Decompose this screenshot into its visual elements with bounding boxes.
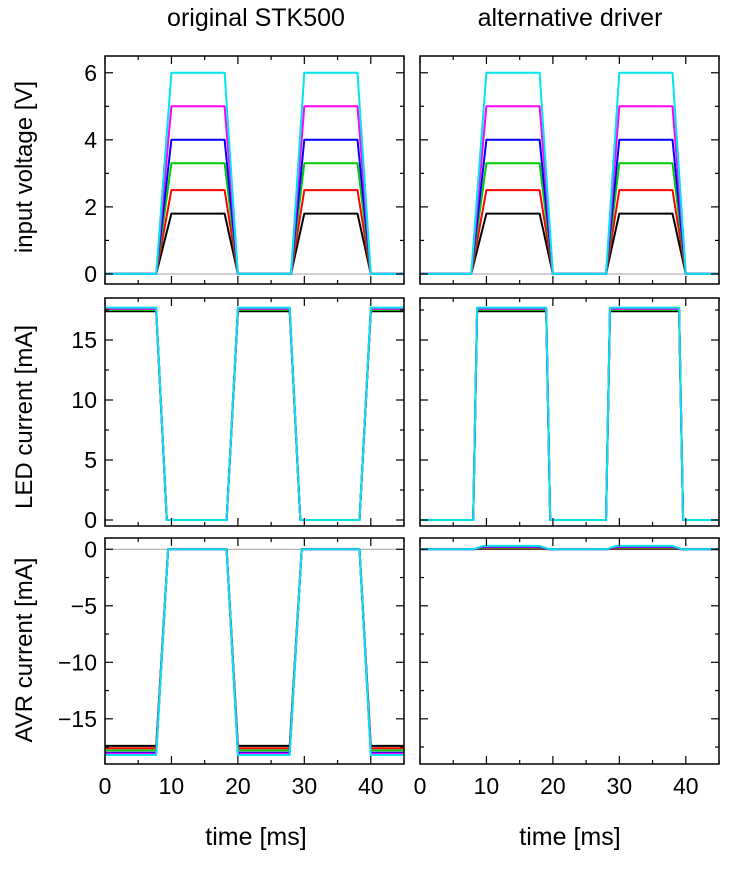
original-input-voltage-series-6: [105, 71, 404, 275]
original-avr-current-xtick-label: 0: [99, 773, 112, 799]
original-led-current-frame: [104, 297, 405, 527]
original-input-voltage-ytick-label: 2: [84, 194, 97, 220]
alternative-led-current-series-5: [420, 307, 719, 521]
original-input-voltage-series-2: [105, 189, 404, 275]
alternative-led-current-frame: [419, 297, 720, 527]
panel-original-led-current: 0 5 10 15: [71, 297, 405, 533]
original-led-current-series-2: [105, 309, 404, 521]
original-avr-current-xtick-label: 40: [358, 773, 384, 799]
alternative-input-voltage-series-2: [420, 189, 719, 275]
original-avr-current-series-4: [105, 548, 404, 754]
alternative-avr-current-series-6: [420, 544, 719, 551]
alternative-avr-current-xtick-label: 10: [474, 773, 500, 799]
alternative-led-current-series-6: [420, 306, 719, 521]
original-input-voltage-frame: [104, 55, 405, 285]
original-input-voltage-series-1: [105, 212, 404, 275]
original-avr-current-ytick-label: −5: [71, 593, 97, 619]
original-avr-current-xtick-label: 10: [159, 773, 185, 799]
original-input-voltage-series-5: [105, 105, 404, 275]
original-avr-current-ytick-label: −10: [58, 649, 97, 675]
panel-alternative-led-current: [419, 297, 720, 527]
ylabel-led-current: LED current [mA]: [11, 325, 38, 509]
original-led-current-series-3: [105, 309, 404, 521]
original-avr-current-ytick-label: 0: [84, 536, 97, 562]
alternative-avr-current-frame: [419, 537, 720, 765]
alternative-input-voltage-series-6: [420, 71, 719, 275]
original-avr-current-series-5: [105, 548, 404, 755]
alternative-led-current-series-3: [420, 309, 719, 521]
column-title-original: original STK500: [167, 4, 345, 32]
original-input-voltage-ytick-label: 6: [84, 60, 97, 86]
original-led-current-ytick-label: 5: [84, 447, 97, 473]
original-avr-current-series-3: [105, 548, 404, 752]
panel-original-avr-current: 0 10 20 30 40 0 −5 −10 −15: [58, 536, 405, 799]
alternative-avr-current-xtick-label: 0: [414, 773, 427, 799]
ylabel-avr-current: AVR current [mA]: [11, 558, 38, 743]
original-avr-current-series-6: [105, 548, 404, 756]
original-led-current-series-6: [105, 306, 404, 521]
alternative-input-voltage-series-1: [420, 212, 719, 275]
original-led-current-series-1: [105, 310, 404, 521]
panel-original-input-voltage: 0 2 4 6: [84, 55, 405, 287]
original-avr-current-series-2: [105, 548, 404, 750]
alternative-avr-current-xtick-label: 30: [607, 773, 633, 799]
panel-alternative-avr-current: 0 10 20 30 40: [414, 537, 720, 799]
panel-alternative-input-voltage: [419, 55, 720, 285]
original-led-current-series-5: [105, 307, 404, 521]
alternative-input-voltage-series-5: [420, 105, 719, 275]
xlabel-time-left: time [ms]: [205, 823, 306, 851]
original-led-current-series-4: [105, 307, 404, 521]
original-led-current-ytick-label: 0: [84, 507, 97, 533]
alternative-led-current-series-2: [420, 309, 719, 521]
original-avr-current-xtick-label: 30: [292, 773, 318, 799]
alternative-avr-current-xtick-label: 20: [540, 773, 566, 799]
column-title-alternative: alternative driver: [478, 4, 663, 32]
xlabel-time-right: time [ms]: [519, 823, 620, 851]
alternative-led-current-series-4: [420, 307, 719, 521]
alternative-led-current-series-1: [420, 310, 719, 521]
original-avr-current-frame: [104, 537, 405, 765]
original-avr-current-xtick-label: 20: [225, 773, 251, 799]
original-led-current-ytick-label: 15: [71, 327, 97, 353]
original-input-voltage-ytick-label: 4: [84, 127, 97, 153]
alternative-avr-current-xtick-label: 40: [673, 773, 699, 799]
original-avr-current-series-1: [105, 548, 404, 747]
alternative-input-voltage-frame: [419, 55, 720, 285]
ylabel-input-voltage: input voltage [V]: [11, 81, 38, 253]
original-input-voltage-ytick-label: 0: [84, 261, 97, 287]
original-led-current-ytick-label: 10: [71, 387, 97, 413]
original-avr-current-ytick-label: −15: [58, 706, 97, 732]
